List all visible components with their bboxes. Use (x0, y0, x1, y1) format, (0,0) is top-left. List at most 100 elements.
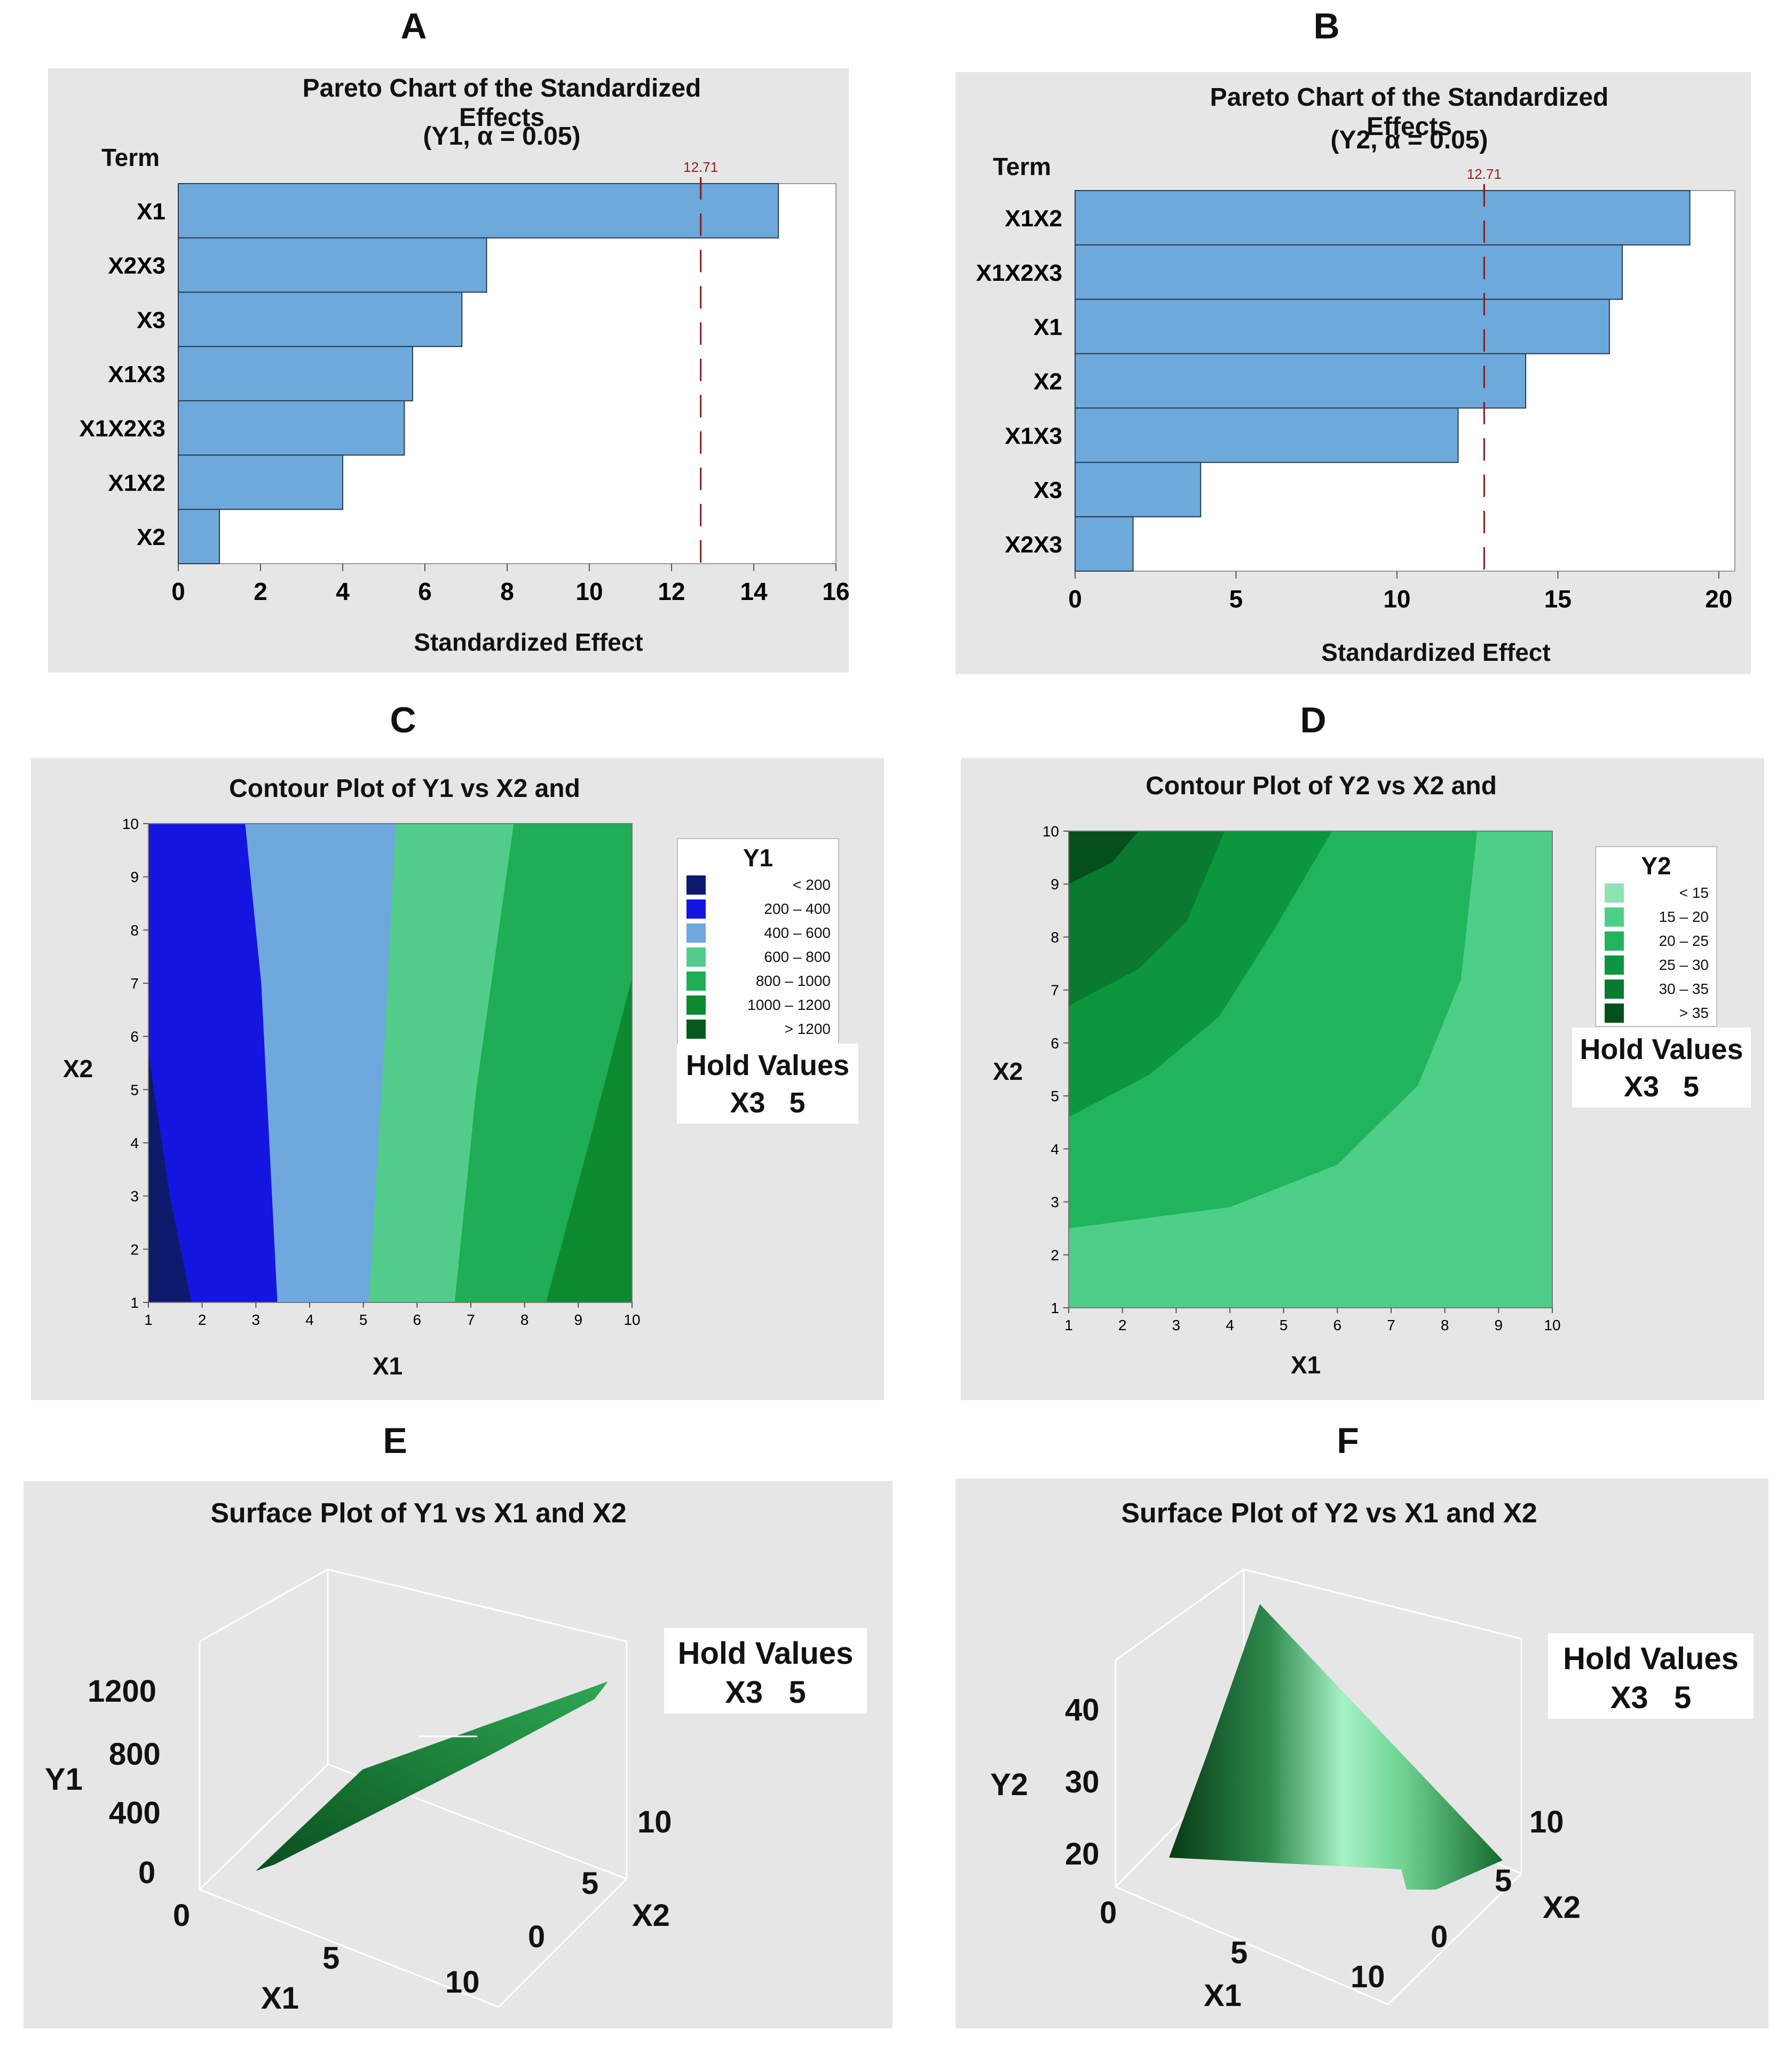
legend-item: 1000 – 1200 (678, 992, 838, 1016)
z-tick: 30 (1065, 1765, 1100, 1799)
contour-area: 1 2 3 4 5 6 7 8 9 10 1 2 3 4 5 6 7 8 9 10 (1043, 823, 1561, 1333)
y-tick-label: 9 (130, 869, 139, 886)
x-tick-label: 7 (1387, 1317, 1395, 1333)
bar (1075, 407, 1459, 463)
legend-swatch (1605, 979, 1624, 999)
legend-title: Y1 (743, 844, 773, 872)
hold-values-box: Hold Values X3 5 (1572, 1028, 1751, 1108)
x-tick-label: 20 (1705, 585, 1732, 613)
legend-title: Y2 (1641, 852, 1671, 880)
legend-label: 1000 – 1200 (747, 997, 831, 1013)
y-tick: 0 (1431, 1919, 1448, 1954)
chart-title: Pareto Chart of the Standardized Effects (302, 74, 701, 132)
y-tick: 5 (1495, 1863, 1512, 1898)
category-label: X1X2X3 (976, 260, 1062, 286)
x-tick-label: 6 (418, 578, 432, 605)
reference-line-label: 12.71 (1467, 166, 1502, 182)
x-tick-label: 10 (1544, 1317, 1560, 1333)
y-tick-label: 8 (1051, 929, 1059, 945)
y-tick: 10 (637, 1805, 672, 1839)
plot-frame (148, 823, 633, 1303)
x-tick-label: 8 (520, 1312, 529, 1328)
y-axis-label: Term (993, 153, 1052, 180)
3d-axes-box (199, 1568, 628, 2008)
x-tick-label: 2 (1118, 1317, 1127, 1333)
legend-item: 600 – 800 (678, 944, 838, 968)
x-tick-label: 7 (467, 1312, 475, 1328)
x-tick-label: 8 (500, 578, 514, 605)
x-tick-label: 12 (658, 578, 685, 605)
surface-3d (1115, 1568, 1522, 2005)
category-label: X1X3 (108, 361, 165, 388)
x-axis-label: X1 (261, 1981, 299, 2016)
x-tick: 10 (1351, 1960, 1385, 1994)
y-tick-label: 9 (1051, 876, 1059, 892)
x-tick-label: 0 (1068, 585, 1082, 613)
x-tick: 0 (173, 1898, 191, 1933)
legend-label: > 35 (1679, 1005, 1709, 1021)
x-tick-label: 9 (574, 1312, 583, 1328)
pareto-chart-b: Pareto Chart of the Standardized Effects… (956, 72, 1751, 674)
bar (1075, 462, 1202, 518)
y-tick-label: 6 (1051, 1035, 1059, 1052)
bar (1075, 244, 1623, 300)
panel-letter-b: B (1313, 6, 1340, 46)
x-tick-label: 15 (1544, 585, 1572, 613)
y-tick-label: 7 (1051, 982, 1059, 999)
x-tick: 0 (1100, 1895, 1117, 1930)
contour-plot-d: Contour Plot of Y2 vs X2 and X1 X2 1 2 3 4 5… (961, 758, 1764, 1400)
legend-label: 200 – 400 (764, 900, 831, 917)
contour-region (1069, 831, 1225, 1006)
plot-frame (1068, 831, 1553, 1308)
legend-item: > 1200 (678, 1016, 838, 1040)
y-tick-label: 10 (1043, 823, 1059, 840)
y-axis-label: X2 (632, 1898, 670, 1933)
x-tick-label: 0 (171, 578, 185, 605)
x-tick-label: 4 (305, 1312, 314, 1328)
hold-values-box: Hold Values X3 5 (664, 1628, 867, 1713)
legend-swatch (686, 899, 706, 919)
bar (178, 400, 405, 456)
category-label: X1 (1033, 314, 1062, 341)
hold-values-title: Hold Values (677, 1636, 854, 1671)
x-tick-label: 5 (359, 1312, 368, 1328)
x-tick-label: 4 (336, 578, 350, 605)
chart-title: Contour Plot of Y2 vs X2 and (1146, 772, 1497, 800)
category-label: X1X2 (108, 470, 165, 496)
panel-letter-d: D (1300, 700, 1327, 740)
bar (178, 509, 220, 564)
x-tick-label: 10 (575, 578, 603, 605)
category-label: X3 (137, 307, 165, 333)
bar (178, 454, 343, 510)
contour-area: 1 2 3 4 5 6 7 8 9 10 1 2 3 4 5 6 7 8 9 10 (122, 816, 641, 1328)
bar (178, 183, 779, 239)
panel-letter-c: C (390, 700, 416, 740)
hold-values-title: Hold Values (1563, 1641, 1739, 1676)
y-tick-label: 7 (130, 975, 139, 992)
category-label: X2 (1033, 369, 1062, 395)
x-axis-label: Standardized Effect (1321, 638, 1551, 666)
category-label: X3 (1033, 477, 1062, 503)
category-label: X1X2 (1005, 206, 1062, 232)
y-tick: 5 (581, 1866, 599, 1901)
z-tick: 800 (109, 1737, 161, 1772)
contour-region (1069, 831, 1139, 884)
x-axis-label: X1 (1291, 1351, 1321, 1379)
category-label: X2X3 (1005, 532, 1062, 558)
x-tick-label: 2 (198, 1312, 207, 1328)
y-tick-label: 1 (1051, 1300, 1059, 1316)
y-tick-label: 10 (122, 816, 139, 832)
x-tick-label: 3 (252, 1312, 260, 1328)
chart-title: Surface Plot of Y1 vs X1 and X2 (210, 1498, 627, 1529)
surface-plot-e: Surface Plot of Y1 vs X1 and X2 1200 800… (23, 1481, 893, 2028)
legend-item: 25 – 30 (1596, 952, 1716, 976)
x-tick-label: 6 (413, 1312, 422, 1328)
contour-region (546, 978, 632, 1302)
bar (178, 291, 463, 347)
legend-swatch (686, 971, 706, 991)
y-tick-label: 2 (1051, 1247, 1059, 1263)
legend-swatch (1605, 907, 1624, 927)
chart-title: Surface Plot of Y2 vs X1 and X2 (1121, 1498, 1537, 1529)
x-tick-label: 4 (1226, 1317, 1234, 1333)
